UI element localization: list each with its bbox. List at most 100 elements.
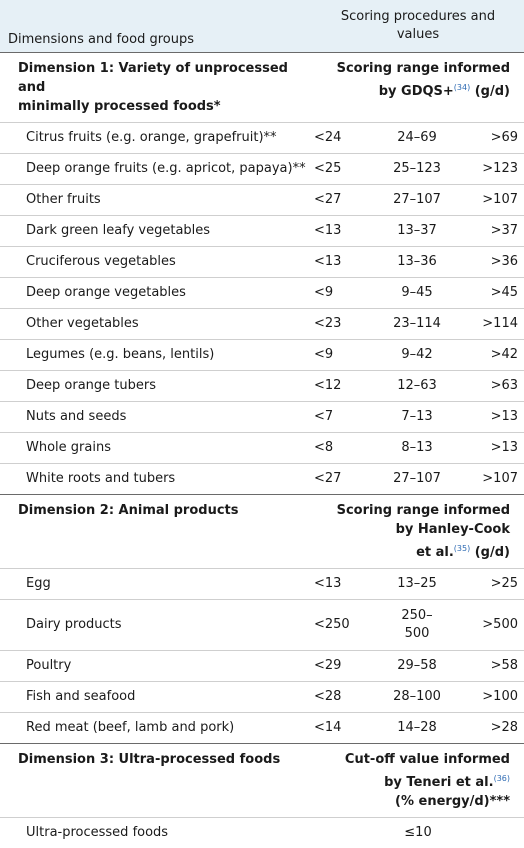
score-low: <24 [312, 121, 374, 153]
score-mid: 13–37 [374, 214, 460, 246]
food-group-name: Legumes (e.g. beans, lentils) [0, 338, 312, 370]
table-row: Deep orange tubers <12 12–63 >63 [0, 369, 524, 401]
score-mid: 23–114 [374, 307, 460, 339]
score-low: <8 [312, 431, 374, 463]
score-high: >69 [460, 121, 524, 153]
score-low: <29 [312, 649, 374, 681]
score-mid: 14–28 [374, 711, 460, 743]
table-row: Fish and seafood <28 28–100 >100 [0, 680, 524, 712]
food-group-name: Citrus fruits (e.g. orange, grapefruit)*… [0, 121, 312, 153]
table-row: Nuts and seeds <7 7–13 >13 [0, 400, 524, 432]
score-mid: 12–63 [374, 369, 460, 401]
score-mid-line: 500 [404, 625, 430, 641]
score-high: >500 [460, 598, 524, 650]
dimension-1-title: Dimension 1: Variety of unprocessed and … [0, 51, 312, 122]
score-high: >42 [460, 338, 524, 370]
score-low: <14 [312, 711, 374, 743]
dimension-2-row: Dimension 2: Animal products Scoring ran… [0, 493, 524, 568]
score-mid: 8–13 [374, 431, 460, 463]
score-mid: 29–58 [374, 649, 460, 681]
dimension-1-scoring: Scoring range informed by GDQS+(34) (g/d… [312, 51, 524, 122]
score-high: >100 [460, 680, 524, 712]
table-row: Deep orange vegetables <9 9–45 >45 [0, 276, 524, 308]
food-group-name: Other fruits [0, 183, 312, 215]
food-group-name: Whole grains [0, 431, 312, 463]
dimension-2-scoring: Scoring range informed by Hanley-Cook et… [312, 493, 524, 568]
dimension-1-items: Citrus fruits (e.g. orange, grapefruit)*… [0, 121, 524, 494]
food-group-name: Deep orange vegetables [0, 276, 312, 308]
score-mid: 13–25 [374, 567, 460, 599]
score-high: >28 [460, 711, 524, 743]
score-mid: 13–36 [374, 245, 460, 277]
table-row: White roots and tubers <27 27–107 >107 [0, 462, 524, 494]
dimension-1-row: Dimension 1: Variety of unprocessed and … [0, 51, 524, 122]
score-mid: 24–69 [374, 121, 460, 153]
score-mid: 250– 500 [374, 598, 460, 650]
table-row: Dark green leafy vegetables <13 13–37 >37 [0, 214, 524, 246]
score-high: >13 [460, 400, 524, 432]
score-low: <9 [312, 338, 374, 370]
table-row: Ultra-processed foods ≤10 [0, 816, 524, 848]
table-row: Poultry <29 29–58 >58 [0, 649, 524, 681]
table-row: Deep orange fruits (e.g. apricot, papaya… [0, 152, 524, 184]
score-low: <28 [312, 680, 374, 712]
table-row: Legumes (e.g. beans, lentils) <9 9–42 >42 [0, 338, 524, 370]
table-row: Red meat (beef, lamb and pork) <14 14–28 >2… [0, 711, 524, 743]
score-high: >45 [460, 276, 524, 308]
score-high: >25 [460, 567, 524, 599]
reference-link[interactable]: (35) [453, 543, 471, 553]
food-group-name: Deep orange fruits (e.g. apricot, papaya… [0, 152, 312, 184]
score-low: <27 [312, 183, 374, 215]
header-scoring: Scoring procedures and values [312, 0, 524, 52]
score-low: <9 [312, 276, 374, 308]
cutoff-value: ≤10 [312, 816, 524, 848]
score-low: <23 [312, 307, 374, 339]
score-mid: 9–45 [374, 276, 460, 308]
food-group-name: Red meat (beef, lamb and pork) [0, 711, 312, 743]
table-row: Cruciferous vegetables <13 13–36 >36 [0, 245, 524, 277]
food-group-name: Other vegetables [0, 307, 312, 339]
dimension-3-items: Ultra-processed foods ≤10 [0, 816, 524, 848]
food-group-name: White roots and tubers [0, 462, 312, 494]
score-high: >114 [460, 307, 524, 339]
score-mid: 27–107 [374, 462, 460, 494]
food-group-name: Nuts and seeds [0, 400, 312, 432]
reference-link[interactable]: (34) [453, 82, 471, 92]
table-row: Other fruits <27 27–107 >107 [0, 183, 524, 215]
score-mid: 7–13 [374, 400, 460, 432]
score-high: >13 [460, 431, 524, 463]
table-row: Dairy products <250 250– 500 >500 [0, 598, 524, 650]
score-mid-line: 250– [401, 607, 433, 623]
table-row: Other vegetables <23 23–114 >114 [0, 307, 524, 339]
score-low: <250 [312, 598, 374, 650]
table-header: Dimensions and food groups Scoring proce… [0, 0, 524, 52]
food-group-name: Cruciferous vegetables [0, 245, 312, 277]
score-high: >107 [460, 183, 524, 215]
score-low: <13 [312, 245, 374, 277]
table-row: Citrus fruits (e.g. orange, grapefruit)*… [0, 121, 524, 153]
food-group-name: Deep orange tubers [0, 369, 312, 401]
score-mid: 25–123 [374, 152, 460, 184]
dimension-2-title: Dimension 2: Animal products [0, 493, 312, 568]
table-row: Whole grains <8 8–13 >13 [0, 431, 524, 463]
score-low: <13 [312, 214, 374, 246]
score-low: <27 [312, 462, 374, 494]
table-row: Egg <13 13–25 >25 [0, 567, 524, 599]
food-group-name: Dairy products [0, 598, 312, 650]
dimension-3-title: Dimension 3: Ultra-processed foods [0, 742, 312, 817]
reference-link[interactable]: (36) [493, 773, 510, 783]
score-mid: 28–100 [374, 680, 460, 712]
dimension-2-items: Egg <13 13–25 >25 Dairy products <250 250– 500 >… [0, 567, 524, 743]
score-high: >107 [460, 462, 524, 494]
dimension-3-scoring: Cut-off value informed by Teneri et al.(… [312, 742, 524, 817]
score-high: >58 [460, 649, 524, 681]
food-group-name: Poultry [0, 649, 312, 681]
score-high: >63 [460, 369, 524, 401]
score-low: <7 [312, 400, 374, 432]
score-high: >36 [460, 245, 524, 277]
header-dimensions: Dimensions and food groups [0, 0, 312, 52]
score-high: >37 [460, 214, 524, 246]
food-group-name: Egg [0, 567, 312, 599]
food-group-name: Ultra-processed foods [0, 816, 312, 848]
